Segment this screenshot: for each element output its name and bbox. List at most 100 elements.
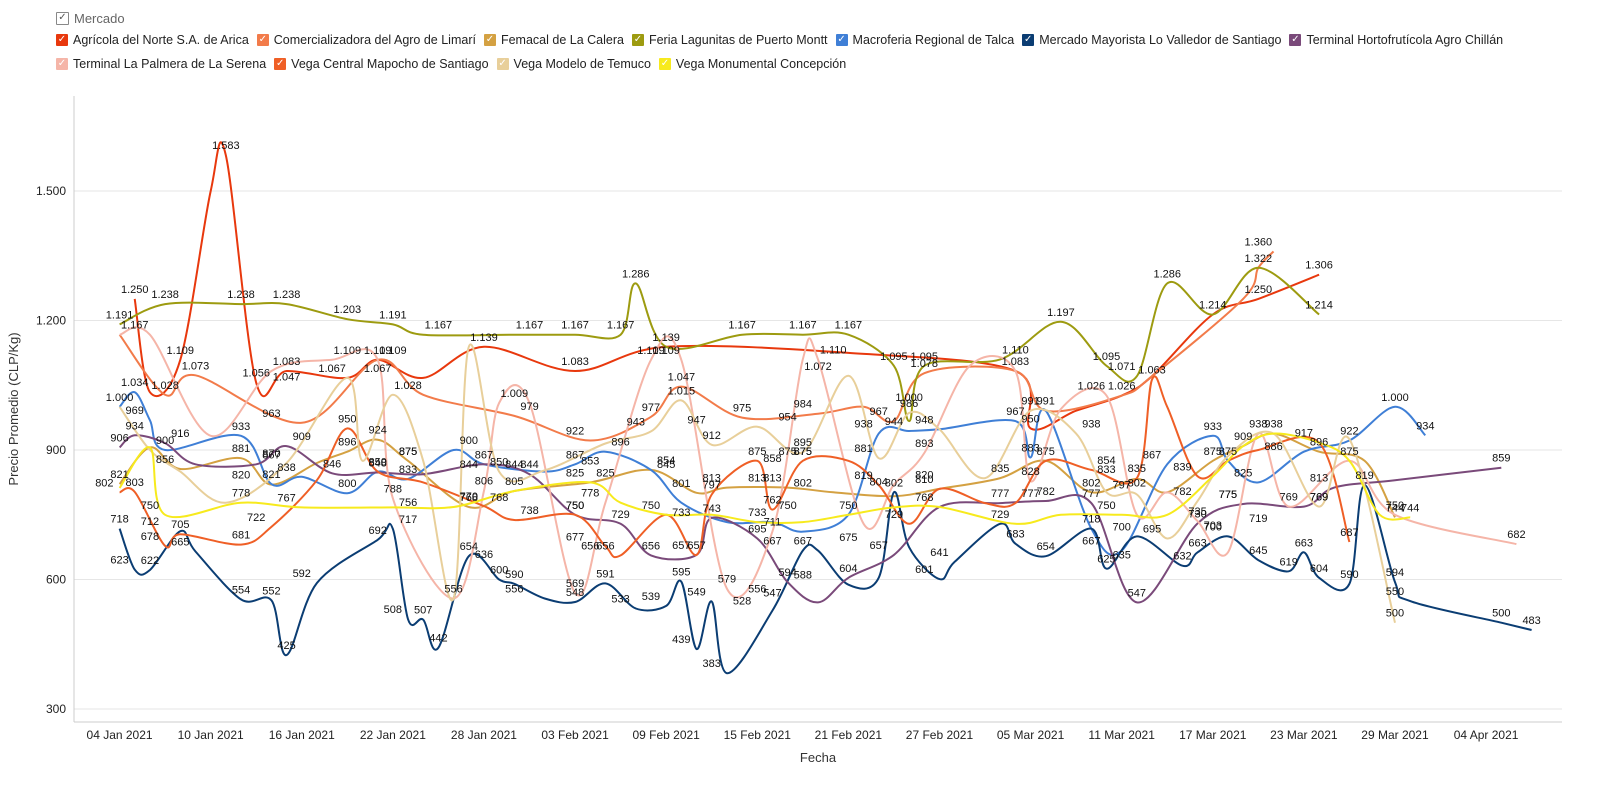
data-label: 625 — [1097, 554, 1115, 566]
data-label: 833 — [399, 464, 417, 476]
series-line[interactable] — [119, 375, 1351, 559]
data-label: 767 — [277, 492, 295, 504]
y-tick-label: 1.200 — [36, 313, 66, 327]
data-label: 687 — [1340, 527, 1358, 539]
legend-item-label: Comercializadora del Agro de Limarí — [273, 33, 476, 47]
data-label: 770 — [460, 491, 478, 503]
data-label: 778 — [581, 488, 599, 500]
legend-item[interactable]: ✓ Macroferia Regional de Talca — [835, 28, 1014, 52]
check-icon[interactable]: ✓ — [631, 34, 644, 46]
data-label: 744 — [1401, 502, 1419, 514]
data-label: 768 — [460, 492, 478, 504]
data-label: 600 — [490, 565, 508, 577]
legend-item[interactable]: ✓ Vega Modelo de Temuco — [496, 52, 651, 76]
legend-item[interactable]: ✓ Mercado Mayorista Lo Valledor de Santia… — [1022, 28, 1281, 52]
data-label: 979 — [520, 401, 538, 413]
series-line[interactable] — [133, 141, 1320, 431]
data-label: 439 — [672, 634, 690, 646]
data-label: 769 — [1310, 492, 1328, 504]
data-label: 1.250 — [121, 284, 149, 296]
data-label: 636 — [475, 549, 493, 561]
data-label: 820 — [915, 470, 933, 482]
check-icon[interactable]: ✓ — [1289, 34, 1302, 46]
legend-title[interactable]: ✓ Mercado — [56, 8, 1576, 28]
check-icon[interactable]: ✓ — [1022, 34, 1035, 46]
series-line[interactable] — [118, 432, 1396, 518]
data-label: 750 — [566, 500, 584, 512]
data-label: 1.109 — [637, 345, 665, 357]
data-label: 917 — [1295, 428, 1313, 440]
series-line[interactable] — [118, 343, 1396, 623]
y-tick-label: 300 — [46, 702, 66, 716]
series-line[interactable] — [118, 434, 1502, 604]
legend-item[interactable]: ✓ Vega Central Mapocho de Santiago — [274, 52, 489, 76]
data-label: 867 — [566, 449, 584, 461]
data-label: 1.191 — [379, 309, 407, 321]
data-label: 850 — [368, 457, 386, 469]
data-label: 750 — [1386, 500, 1404, 512]
data-label: 1.214 — [1305, 299, 1333, 311]
series-line[interactable] — [119, 326, 1517, 600]
data-label: 801 — [672, 478, 690, 490]
check-icon[interactable]: ✓ — [496, 58, 509, 70]
data-label: 900 — [156, 435, 174, 447]
check-icon[interactable]: ✓ — [56, 11, 69, 25]
data-label: 848 — [368, 457, 386, 469]
data-label: 656 — [596, 540, 614, 552]
data-label: 623 — [110, 555, 128, 567]
check-icon[interactable]: ✓ — [483, 34, 496, 46]
data-label: 805 — [505, 476, 523, 488]
data-label: 896 — [1310, 437, 1328, 449]
data-label: 1.047 — [273, 372, 301, 384]
data-label: 854 — [657, 455, 675, 467]
series-line[interactable] — [118, 483, 1532, 675]
data-label: 825 — [566, 467, 584, 479]
x-axis-title: Fecha — [800, 750, 837, 765]
legend-item[interactable]: ✓ Feria Lagunitas de Puerto Montt — [631, 28, 828, 52]
data-label: 777 — [1082, 488, 1100, 500]
data-label: 775 — [1219, 489, 1237, 501]
data-label: 1.095 — [880, 351, 908, 363]
x-tick-label: 04 Jan 2021 — [87, 728, 153, 742]
check-icon[interactable]: ✓ — [658, 58, 671, 70]
data-label: 703 — [1204, 520, 1222, 532]
data-label: 800 — [338, 478, 356, 490]
check-icon[interactable]: ✓ — [56, 58, 68, 70]
legend-item[interactable]: ✓ Agrícola del Norte S.A. de Arica — [56, 28, 249, 52]
data-label: 717 — [399, 514, 417, 526]
data-label: 875 — [1204, 446, 1222, 458]
data-label: 875 — [778, 446, 796, 458]
data-label: 922 — [566, 426, 584, 438]
data-label: 813 — [1310, 473, 1328, 485]
data-label: 700 — [1204, 521, 1222, 533]
data-label: 762 — [763, 495, 781, 507]
data-label: 1.139 — [652, 332, 680, 344]
series-line[interactable] — [119, 266, 1320, 423]
legend-item[interactable]: ✓ Terminal La Palmera de La Serena — [56, 52, 266, 76]
data-label: 984 — [794, 399, 812, 411]
data-label: 1.000 — [106, 392, 134, 404]
check-icon[interactable]: ✓ — [835, 34, 848, 46]
data-label: 675 — [839, 532, 857, 544]
check-icon[interactable]: ✓ — [274, 58, 287, 70]
data-label: 619 — [1280, 556, 1298, 568]
data-label: 590 — [505, 569, 523, 581]
legend-item[interactable]: ✓ Comercializadora del Agro de Limarí — [256, 28, 476, 52]
data-label: 641 — [930, 547, 948, 559]
legend-item[interactable]: ✓ Terminal Hortofrutícola Agro Chillán — [1289, 28, 1503, 52]
check-icon[interactable]: ✓ — [256, 34, 269, 46]
series-line[interactable] — [118, 391, 1427, 556]
series-line[interactable] — [118, 432, 1411, 525]
check-icon[interactable]: ✓ — [56, 34, 68, 46]
data-label: 667 — [763, 536, 781, 548]
data-label: 556 — [505, 584, 523, 596]
legend-item-label: Mercado Mayorista Lo Valledor de Santiag… — [1039, 33, 1282, 47]
data-label: 1.167 — [425, 320, 453, 332]
data-label: 802 — [794, 477, 812, 489]
data-label: 705 — [171, 519, 189, 531]
data-label: 1.238 — [227, 289, 255, 301]
legend-item[interactable]: ✓ Vega Monumental Concepción — [658, 52, 846, 76]
data-label: 867 — [262, 449, 280, 461]
legend-item[interactable]: ✓ Femacal de La Calera — [483, 28, 624, 52]
data-label: 442 — [429, 633, 447, 645]
